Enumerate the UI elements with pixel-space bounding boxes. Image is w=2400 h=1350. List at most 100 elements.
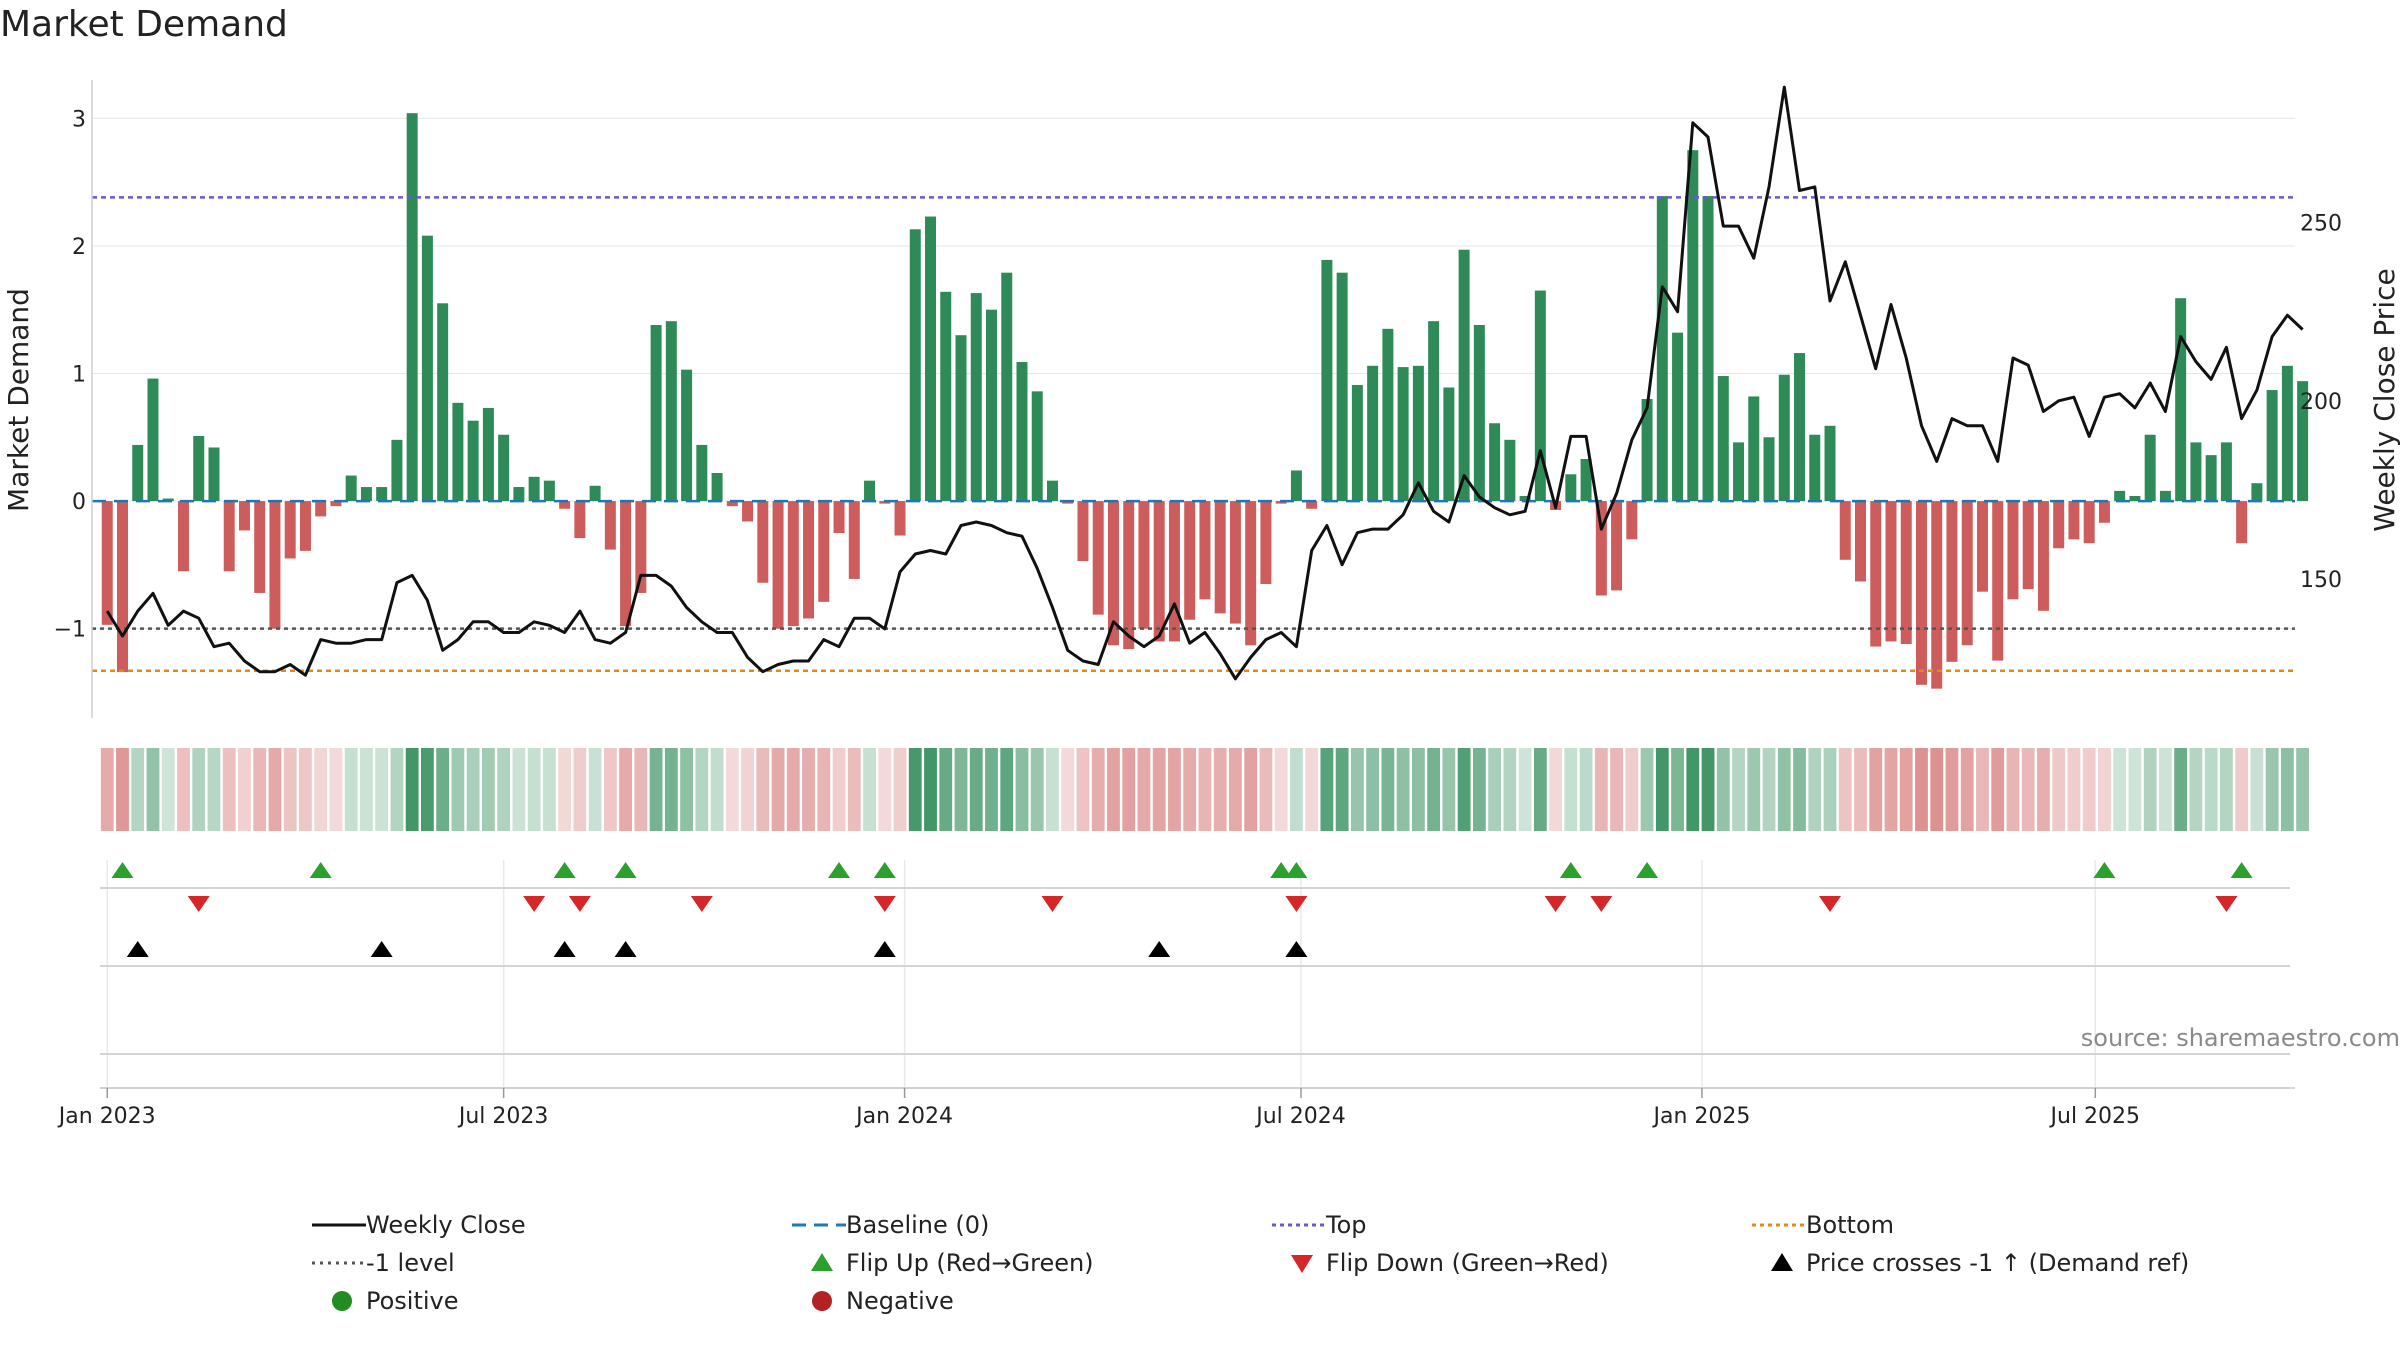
heat-cell bbox=[756, 748, 770, 831]
demand-bar bbox=[1412, 365, 1424, 502]
y2-tick-label: 200 bbox=[2300, 390, 2342, 415]
demand-bar bbox=[742, 501, 754, 522]
heat-cell bbox=[1305, 748, 1319, 831]
demand-bar bbox=[1931, 501, 1943, 689]
demand-bar bbox=[1184, 501, 1196, 620]
heat-cell bbox=[2174, 748, 2188, 831]
demand-bar bbox=[1473, 324, 1485, 502]
demand-bar bbox=[498, 434, 510, 502]
demand-bar bbox=[406, 113, 418, 502]
heat-cell bbox=[1457, 748, 1471, 831]
demand-bar bbox=[1595, 501, 1607, 596]
demand-bar bbox=[681, 369, 693, 502]
heat-cell bbox=[1366, 748, 1380, 831]
demand-bar bbox=[1900, 501, 1912, 644]
heat-cell bbox=[832, 748, 846, 831]
demand-bar bbox=[330, 501, 342, 507]
heat-cell bbox=[451, 748, 465, 831]
heat-cell bbox=[2235, 748, 2249, 831]
demand-bar bbox=[1580, 458, 1592, 502]
price-cross-marker bbox=[1285, 941, 1308, 957]
heat-cell bbox=[238, 748, 251, 831]
demand-bar bbox=[376, 487, 388, 502]
heat-cell bbox=[954, 748, 968, 831]
heat-cell bbox=[2128, 748, 2142, 831]
demand-bar bbox=[360, 487, 372, 502]
demand-bar bbox=[177, 501, 189, 572]
heat-cell bbox=[1290, 748, 1303, 831]
flip-up-marker bbox=[309, 862, 332, 878]
heat-cell bbox=[1259, 748, 1273, 831]
heat-cell bbox=[299, 748, 312, 831]
demand-bar bbox=[1565, 474, 1577, 502]
demand-bar bbox=[1092, 501, 1104, 615]
demand-bar bbox=[284, 501, 296, 559]
demand-bar bbox=[1397, 367, 1409, 502]
heat-cell bbox=[1869, 748, 1883, 831]
price-cross-marker bbox=[370, 941, 393, 957]
heat-cell bbox=[2219, 748, 2233, 831]
demand-bar bbox=[2175, 298, 2187, 502]
heat-cell bbox=[1183, 748, 1197, 831]
heat-cell bbox=[1640, 748, 1654, 831]
heat-cell bbox=[1579, 748, 1593, 831]
legend-label: Price crosses -1 ↑ (Demand ref) bbox=[1806, 1249, 2190, 1277]
demand-bar bbox=[1626, 501, 1638, 540]
heat-cell bbox=[1686, 748, 1700, 831]
heat-cell bbox=[1030, 748, 1044, 831]
demand-bar bbox=[2281, 365, 2293, 502]
y-axis-label: Market Demand bbox=[2, 288, 35, 512]
heat-cell bbox=[908, 748, 922, 831]
demand-bar bbox=[1199, 501, 1211, 600]
heat-cell bbox=[1930, 748, 1944, 831]
demand-bar bbox=[1168, 501, 1180, 642]
y-tick-label: −1 bbox=[54, 618, 86, 643]
reference-lines bbox=[92, 196, 2295, 673]
heat-cell bbox=[1274, 748, 1288, 831]
heat-cell bbox=[710, 748, 724, 831]
heat-cell bbox=[360, 748, 373, 831]
heat-cell bbox=[2037, 748, 2050, 831]
price-cross-marker bbox=[614, 941, 637, 957]
heat-cell bbox=[1061, 748, 1075, 831]
heat-cell bbox=[924, 748, 937, 831]
heat-cell bbox=[1533, 748, 1547, 831]
demand-bar bbox=[1839, 501, 1851, 560]
demand-bar bbox=[513, 487, 525, 502]
demand-bar bbox=[2007, 501, 2019, 600]
flip-up-marker bbox=[1636, 862, 1659, 878]
heat-cell bbox=[1945, 748, 1959, 831]
heat-cell bbox=[1976, 748, 1989, 831]
demand-bar bbox=[696, 444, 708, 502]
legend-label: Baseline (0) bbox=[846, 1211, 990, 1239]
heat-cell bbox=[2280, 748, 2294, 831]
demand-bar bbox=[1733, 442, 1745, 502]
demand-bar bbox=[1809, 434, 1821, 502]
heat-cell bbox=[375, 748, 389, 831]
heat-cell bbox=[2006, 748, 2020, 831]
demand-bar bbox=[1046, 480, 1058, 502]
demand-bar bbox=[1748, 396, 1760, 502]
demand-bar bbox=[2053, 501, 2065, 549]
heat-cell bbox=[207, 748, 221, 831]
x-tick-label: Jan 2023 bbox=[57, 1104, 156, 1129]
heat-cell bbox=[1091, 748, 1105, 831]
demand-bar bbox=[848, 501, 860, 579]
heat-cell bbox=[1488, 748, 1502, 831]
demand-bar bbox=[1260, 501, 1272, 585]
demand-bar bbox=[238, 501, 250, 531]
legend-item-baseline: Baseline (0) bbox=[780, 1208, 989, 1242]
y2-axis-label: Weekly Close Price bbox=[2368, 268, 2400, 531]
heat-cell bbox=[2113, 748, 2127, 831]
demand-bar bbox=[2266, 390, 2278, 502]
heat-cell bbox=[969, 748, 983, 831]
legend-line-icon bbox=[312, 1223, 366, 1227]
demand-bar bbox=[1519, 495, 1531, 502]
demand-bar bbox=[147, 378, 159, 502]
demand-bar bbox=[1855, 501, 1866, 582]
demand-bar bbox=[1107, 501, 1119, 646]
demand-bar bbox=[1489, 423, 1501, 502]
demand-bar bbox=[2129, 495, 2141, 502]
demand-bar bbox=[1443, 387, 1455, 502]
legend-label: Weekly Close bbox=[366, 1211, 526, 1239]
